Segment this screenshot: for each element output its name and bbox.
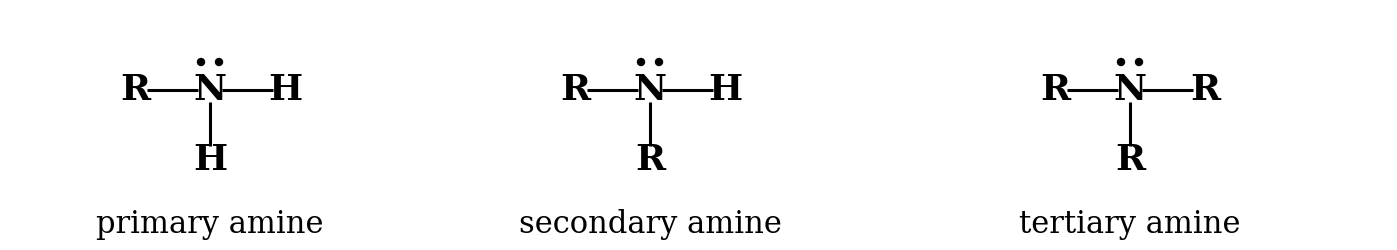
Text: R: R bbox=[1039, 73, 1070, 107]
Text: N: N bbox=[193, 73, 226, 107]
Text: N: N bbox=[633, 73, 666, 107]
Circle shape bbox=[637, 58, 644, 66]
Text: R: R bbox=[1115, 143, 1146, 177]
Text: R: R bbox=[120, 73, 149, 107]
Circle shape bbox=[1118, 58, 1125, 66]
Text: R: R bbox=[1190, 73, 1220, 107]
Circle shape bbox=[215, 58, 222, 66]
Text: H: H bbox=[708, 73, 742, 107]
Text: R: R bbox=[560, 73, 590, 107]
Text: N: N bbox=[1113, 73, 1147, 107]
Text: secondary amine: secondary amine bbox=[518, 210, 781, 240]
Text: H: H bbox=[193, 143, 228, 177]
Text: tertiary amine: tertiary amine bbox=[1020, 210, 1241, 240]
Text: H: H bbox=[268, 73, 302, 107]
Circle shape bbox=[1136, 58, 1143, 66]
Text: R: R bbox=[636, 143, 665, 177]
Text: primary amine: primary amine bbox=[96, 210, 324, 240]
Circle shape bbox=[655, 58, 662, 66]
Circle shape bbox=[197, 58, 204, 66]
